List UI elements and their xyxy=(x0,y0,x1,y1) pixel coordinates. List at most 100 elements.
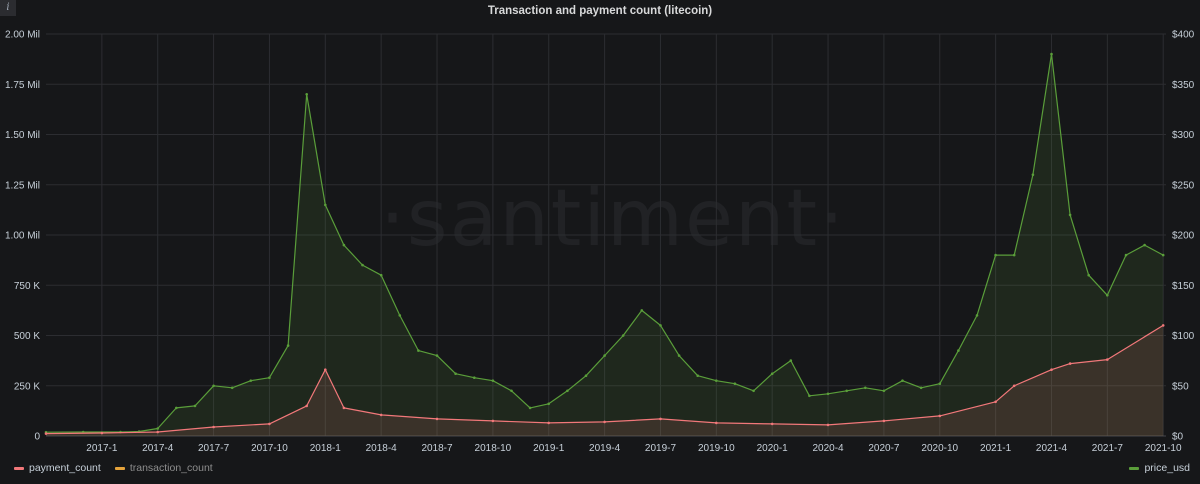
series-price-usd-point-2020-02 xyxy=(789,359,793,362)
y-right-tick: $350 xyxy=(1172,80,1195,91)
series-payment-count-point-2018-04 xyxy=(379,413,383,417)
series-payment-count-point-2020-01 xyxy=(770,422,774,426)
series-payment-count-point-2019-04 xyxy=(603,420,606,424)
series-price-usd-point-2021-10 xyxy=(1161,253,1165,257)
series-payment-count-point-2017-04 xyxy=(156,430,159,434)
y-right-tick: $400 xyxy=(1172,30,1195,41)
series-payment-count-point-2020-04 xyxy=(826,423,830,427)
x-tick: 2021-4 xyxy=(1036,443,1068,454)
series-price-usd-point-2021-07 xyxy=(1106,294,1109,297)
y-right-tick: $100 xyxy=(1172,331,1195,342)
y-right-tick: $200 xyxy=(1172,231,1195,242)
series-price-usd-point-2018-02 xyxy=(342,243,346,247)
series-payment-count-point-2021-10 xyxy=(1161,324,1165,327)
x-tick: 2018-4 xyxy=(366,443,398,454)
x-tick: 2017-4 xyxy=(142,443,174,454)
x-tick: 2019-1 xyxy=(533,443,565,454)
series-payment-count-point-2020-07 xyxy=(882,419,886,423)
series-price-usd-point-2018-11 xyxy=(510,389,513,393)
series-price-usd-point-2017-06 xyxy=(193,404,197,408)
series-price-usd-point-2019-12 xyxy=(752,389,755,393)
series-payment-count-point-2017-07 xyxy=(212,425,215,429)
series-payment-count-point-2018-01 xyxy=(324,368,327,372)
x-tick: 2019-4 xyxy=(589,443,621,454)
x-tick: 2018-7 xyxy=(421,443,453,454)
series-price-usd-point-2019-06 xyxy=(640,309,644,312)
y-left-tick: 750 K xyxy=(14,281,40,292)
series-price-usd-point-2021-03 xyxy=(1031,173,1035,176)
x-tick: 2020-10 xyxy=(921,443,958,454)
series-price-usd-point-2017-05 xyxy=(175,406,178,410)
series-price-usd-point-2017-04 xyxy=(156,427,159,430)
series-price-usd-point-2020-08 xyxy=(901,379,904,383)
series-payment-count-point-2019-10 xyxy=(715,421,718,425)
series-payment-count-point-2018-10 xyxy=(491,419,495,423)
y-left-axis: 0 250 K 500 K 750 K 1.00 Mil 1.25 Mil 1.50 Mil… xyxy=(5,30,40,443)
series-price-usd-point-2018-05 xyxy=(398,314,402,317)
panel-title[interactable]: Transaction and payment count (litecoin) xyxy=(487,5,713,17)
info-icon[interactable]: i xyxy=(0,0,16,16)
legend-swatch-transaction-count xyxy=(114,466,125,470)
y-left-tick: 0 xyxy=(34,432,40,443)
series-price-usd-point-2019-04 xyxy=(603,354,606,357)
series-price-usd-point-2021-05 xyxy=(1068,213,1072,217)
x-tick: 2017-7 xyxy=(198,443,230,454)
series-payment-count-point-2018-07 xyxy=(435,417,439,421)
legend-label-transaction-count: transaction_count xyxy=(129,462,213,474)
x-tick: 2021-1 xyxy=(980,443,1012,454)
series-price-usd-point-2018-06 xyxy=(417,349,420,352)
x-tick: 2017-1 xyxy=(86,443,118,454)
x-tick: 2019-10 xyxy=(698,443,735,454)
series-price-usd-point-2018-12 xyxy=(528,406,532,410)
x-tick: 2017-10 xyxy=(251,443,288,454)
series-price-usd-point-2017-07 xyxy=(212,384,215,388)
series-price-usd-point-2017-08 xyxy=(230,386,234,390)
series-price-usd-point-2018-08 xyxy=(454,372,457,376)
series-price-usd-point-2018-09 xyxy=(473,376,476,380)
series-payment-count-point-2017-12 xyxy=(305,404,309,408)
legend-right: price_usd xyxy=(1129,462,1190,474)
series-payment-count-area xyxy=(46,325,1164,436)
legend-item-transaction-count[interactable]: transaction_count xyxy=(114,462,213,474)
series-payment-count-point-2017-01 xyxy=(100,431,104,435)
y-left-tick: 1.50 Mil xyxy=(5,130,40,141)
series-price-usd-point-2019-02 xyxy=(566,389,569,393)
series-price-usd-point-2019-07 xyxy=(659,324,662,327)
series-price-usd-point-2019-09 xyxy=(696,374,699,378)
series-price-usd-point-2020-04 xyxy=(826,392,830,396)
series-payment-count-point-2021-07 xyxy=(1106,358,1109,361)
y-left-tick: 500 K xyxy=(14,331,40,342)
legend-item-payment-count[interactable]: payment_count xyxy=(14,462,101,474)
series-price-usd-point-2017-09 xyxy=(249,379,253,383)
series-price-usd-point-2018-01 xyxy=(324,203,327,207)
series-price-usd-point-2020-05 xyxy=(845,389,848,393)
series-price-usd-point-2020-09 xyxy=(919,386,923,390)
legend-label-price-usd: price_usd xyxy=(1144,462,1190,474)
legend-item-price-usd[interactable]: price_usd xyxy=(1129,462,1190,474)
x-tick: 2018-10 xyxy=(475,443,512,454)
y-right-tick: $300 xyxy=(1172,130,1195,141)
series-price-usd-point-2020-11 xyxy=(957,349,960,352)
x-tick: 2020-1 xyxy=(757,443,789,454)
series-payment-count-point-2021-05 xyxy=(1068,362,1072,365)
legend-label-payment-count: payment_count xyxy=(29,462,101,474)
series-price-usd-point-2021-06 xyxy=(1087,273,1090,277)
series-price-usd-point-2020-06 xyxy=(864,386,867,390)
series-payment-count-point-2019-01 xyxy=(547,421,550,425)
series-price-usd-point-2019-01 xyxy=(547,402,550,406)
y-right-tick: $50 xyxy=(1172,381,1189,392)
y-right-tick: $150 xyxy=(1172,281,1195,292)
y-right-tick: $0 xyxy=(1172,432,1184,443)
series-price-usd-point-2019-08 xyxy=(677,354,681,357)
series-price-usd-point-2020-07 xyxy=(882,389,886,393)
y-left-tick: 1.00 Mil xyxy=(5,231,40,242)
x-tick: 2021-10 xyxy=(1145,443,1182,454)
series-price-usd-point-2019-03 xyxy=(584,374,588,378)
x-tick: 2020-7 xyxy=(868,443,900,454)
y-right-axis: $0 $50 $100 $150 $200 $250 $300 $350 $400 xyxy=(1172,30,1195,443)
series-payment-count-point-2021-02 xyxy=(1012,384,1016,388)
series-payment-count-point-2021-04 xyxy=(1050,368,1053,372)
x-tick: 2021-7 xyxy=(1092,443,1124,454)
series-payment-count-point-2019-07 xyxy=(659,417,662,421)
